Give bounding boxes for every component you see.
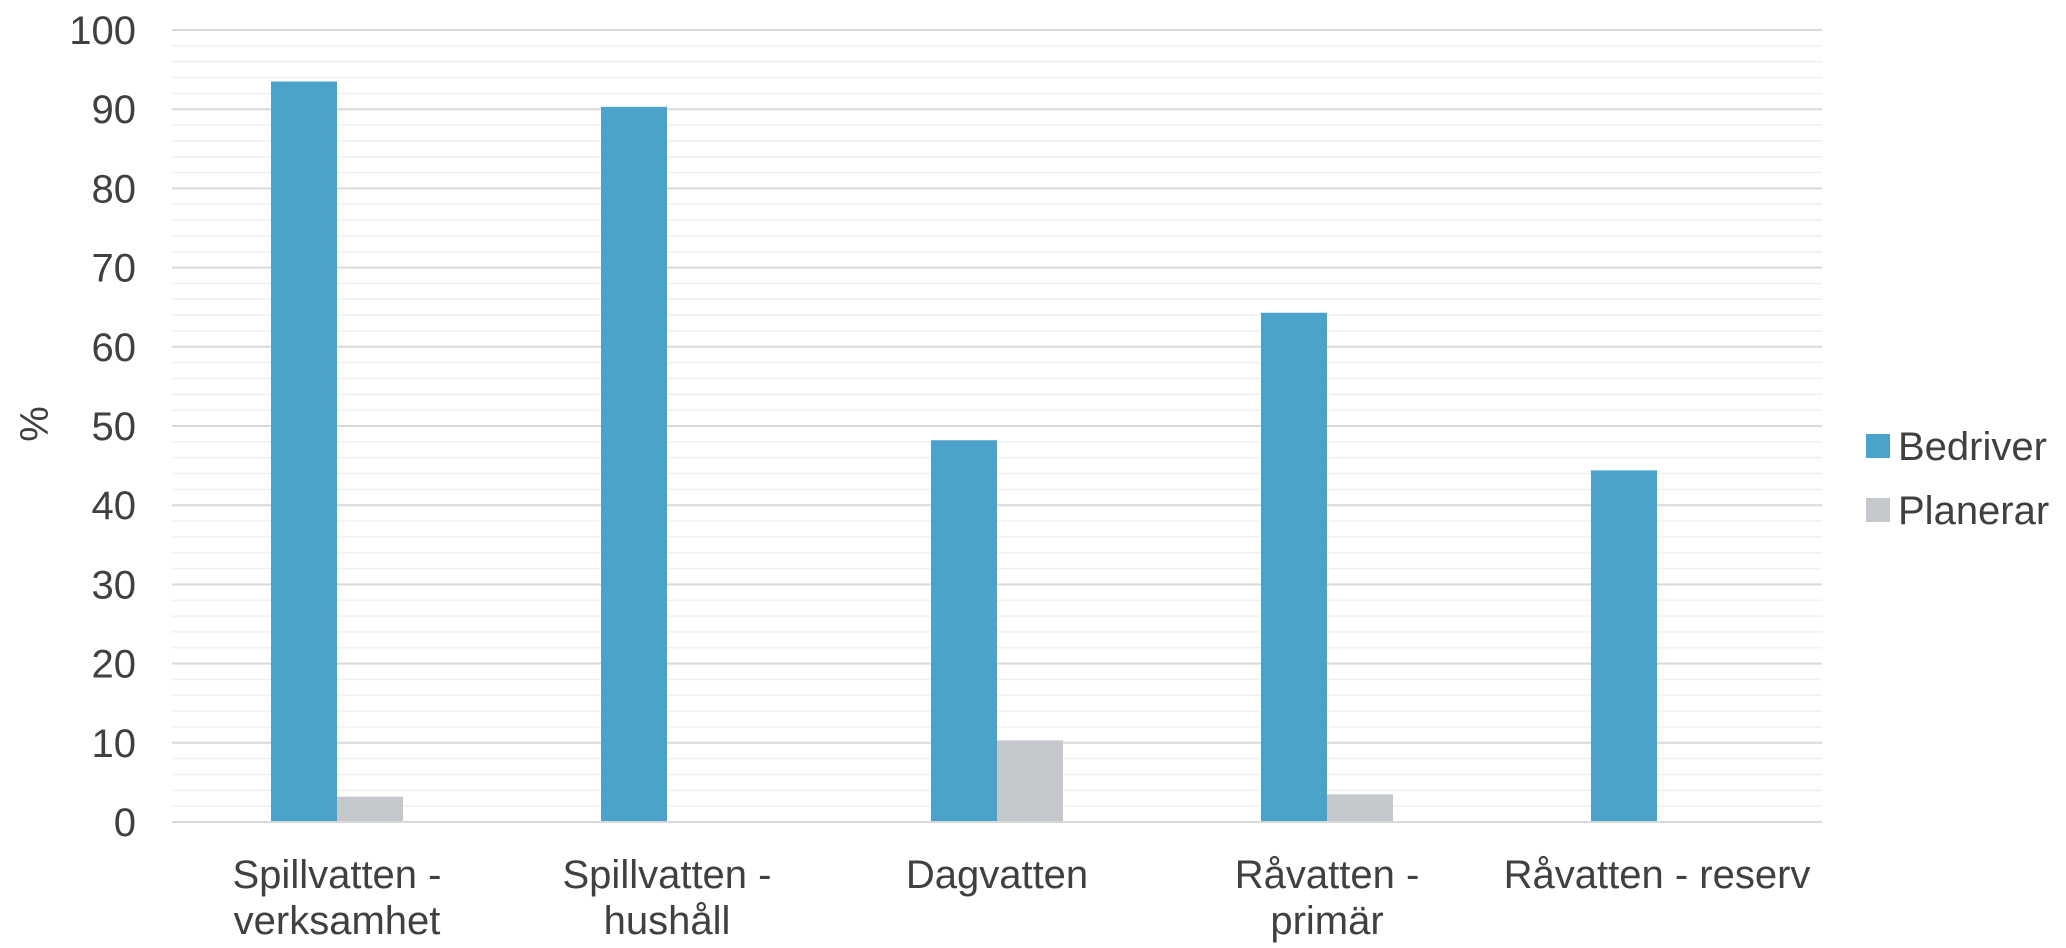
y-tick-label: 100 <box>69 9 136 53</box>
x-tick-label: Råvatten - reserv <box>1504 853 1811 897</box>
y-tick-label: 60 <box>92 326 137 370</box>
legend-label-bedriver: Bedriver <box>1898 425 2047 469</box>
legend-swatch-planerar <box>1866 498 1890 522</box>
y-tick-label: 40 <box>92 484 137 528</box>
bar-bedriver <box>271 81 337 823</box>
y-tick-label: 80 <box>92 167 137 211</box>
x-tick-label: primär <box>1270 899 1383 943</box>
legend-swatch-bedriver <box>1866 434 1890 458</box>
legend: Bedriver Planerar <box>1866 425 2049 533</box>
bar-bedriver <box>931 440 997 822</box>
bar-layer <box>271 81 1657 823</box>
x-tick-label: hushåll <box>604 899 731 943</box>
x-tick-label: Spillvatten - <box>233 853 442 897</box>
y-tick-label: 50 <box>92 405 137 449</box>
bar-planerar <box>997 740 1063 822</box>
y-tick-label: 70 <box>92 247 137 291</box>
y-tick-label: 0 <box>114 801 136 845</box>
y-tick-label: 30 <box>92 563 137 607</box>
bar-bedriver <box>601 106 667 823</box>
x-tick-label: Dagvatten <box>906 853 1088 897</box>
y-tick-label: 20 <box>92 643 137 687</box>
bar-bedriver <box>1591 470 1657 822</box>
x-tick-label: Råvatten - <box>1235 853 1420 897</box>
bar-planerar <box>1327 794 1393 822</box>
legend-label-planerar: Planerar <box>1898 489 2049 533</box>
x-tick-label: verksamhet <box>234 899 441 943</box>
y-tick-label: 10 <box>92 722 137 766</box>
y-tick-label: 90 <box>92 88 137 132</box>
bar-planerar <box>337 796 403 822</box>
x-tick-label: Spillvatten - <box>563 853 772 897</box>
bar-bedriver <box>1261 312 1327 822</box>
y-axis-label: % <box>13 406 57 442</box>
